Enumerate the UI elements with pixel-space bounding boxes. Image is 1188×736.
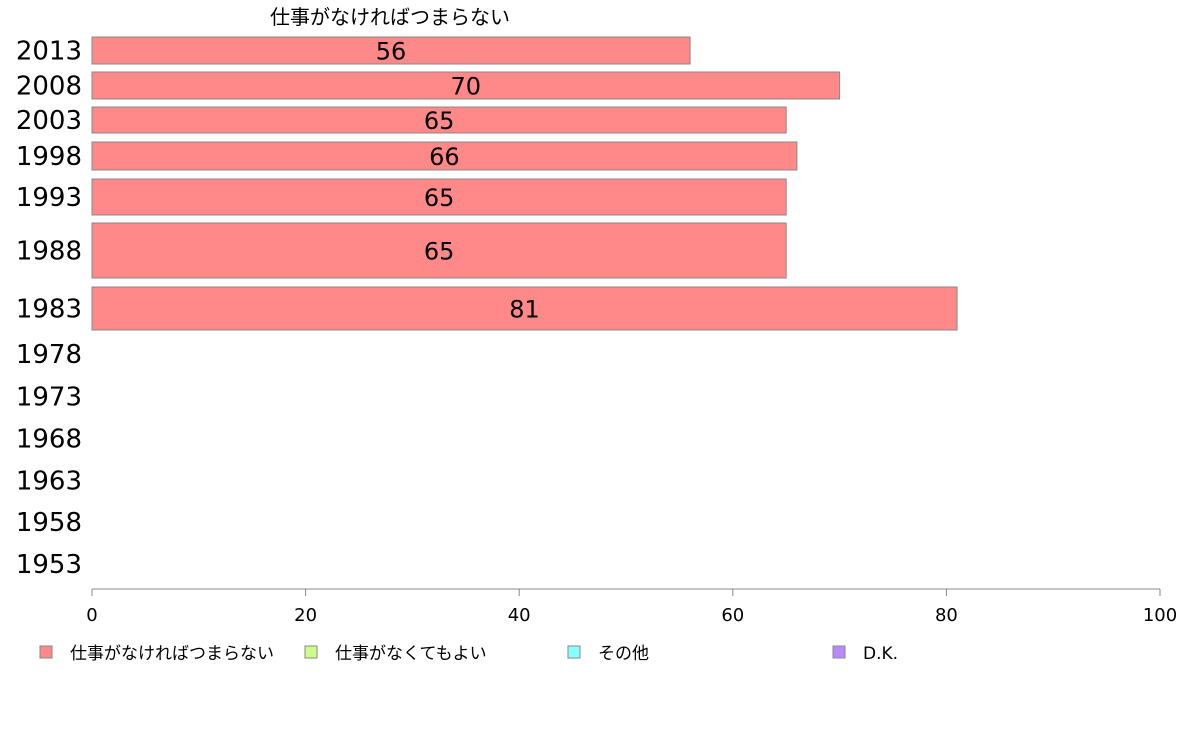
- data-label-2008: 70: [451, 73, 482, 101]
- y-tick-label-1968: 1968: [16, 425, 82, 455]
- y-tick-label-1978: 1978: [16, 340, 82, 370]
- y-tick-label-1988: 1988: [16, 237, 82, 267]
- y-tick-label-2008: 2008: [16, 72, 82, 102]
- data-label-2003: 65: [424, 107, 455, 135]
- data-label-1983: 81: [509, 296, 540, 324]
- legend-swatch-0: [39, 645, 53, 659]
- legend-swatch-1: [304, 645, 318, 659]
- bar-2013: [91, 36, 691, 65]
- legend-label-3: D.K.: [863, 644, 898, 664]
- chart-title: 仕事がなければつまらない: [270, 5, 510, 29]
- y-tick-label-2003: 2003: [16, 106, 82, 136]
- y-tick-label-1958: 1958: [16, 508, 82, 538]
- legend-label-2: その他: [598, 644, 649, 664]
- y-tick-label-1963: 1963: [16, 467, 82, 497]
- x-tick-label-0: 0: [86, 605, 97, 626]
- bar-1993: [91, 178, 787, 216]
- data-label-1988: 65: [424, 238, 455, 266]
- legend-swatch-2: [567, 645, 581, 659]
- bar-2008: [91, 71, 841, 100]
- y-tick-label-1983: 1983: [16, 295, 82, 325]
- x-tick-label-80: 80: [935, 605, 958, 626]
- data-label-1998: 66: [429, 143, 460, 171]
- legend-swatch-3: [832, 645, 846, 659]
- y-tick-label-1993: 1993: [16, 183, 82, 213]
- bar-2003: [91, 106, 787, 134]
- data-label-2013: 56: [376, 38, 407, 66]
- bar-1998: [91, 141, 798, 171]
- y-tick-label-1998: 1998: [16, 142, 82, 172]
- x-tick-label-100: 100: [1143, 605, 1177, 626]
- bar-1988: [91, 222, 787, 279]
- y-tick-label-1953: 1953: [16, 550, 82, 580]
- legend-label-0: 仕事がなければつまらない: [70, 644, 274, 664]
- y-tick-label-2013: 2013: [16, 37, 82, 67]
- data-label-1993: 65: [424, 184, 455, 212]
- legend-label-1: 仕事がなくてもよい: [335, 644, 487, 664]
- y-tick-label-1973: 1973: [16, 383, 82, 413]
- bar-1983: [91, 286, 958, 331]
- x-tick-label-60: 60: [721, 605, 744, 626]
- x-tick-label-40: 40: [508, 605, 531, 626]
- x-tick-label-20: 20: [294, 605, 317, 626]
